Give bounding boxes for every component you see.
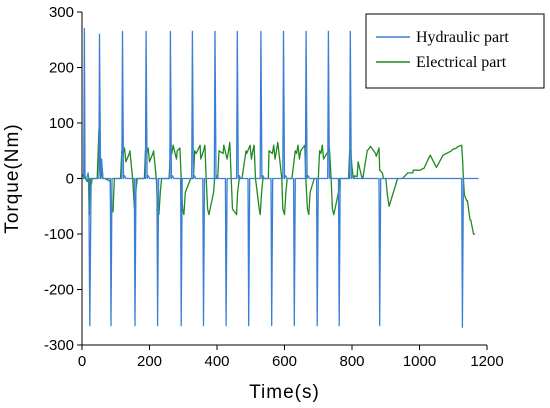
- y-tick-label: 100: [49, 115, 74, 132]
- x-axis-title: Time(s): [249, 382, 320, 403]
- y-tick-label: -300: [44, 337, 74, 354]
- x-tick-label: 600: [272, 353, 297, 370]
- y-tick-label: 0: [66, 171, 74, 188]
- x-tick-label: 0: [78, 353, 86, 370]
- legend-box: [365, 13, 545, 89]
- legend-label: Hydraulic part: [416, 29, 509, 46]
- x-tick-label: 800: [339, 353, 364, 370]
- series-layer: [81, 28, 479, 328]
- x-tick-label: 200: [137, 353, 162, 370]
- y-tick-label: -100: [44, 226, 74, 243]
- x-tick-label: 400: [204, 353, 229, 370]
- tick-labels: 0 200 400 600 800 1000 12003002001000-100-200-…: [44, 4, 504, 370]
- x-tick-label: 1000: [403, 353, 436, 370]
- y-tick-label: -200: [44, 282, 74, 299]
- y-tick-label: 200: [49, 60, 74, 77]
- legend-label: Electrical part: [416, 54, 507, 71]
- y-axis-title: Torque(Nm): [2, 123, 23, 233]
- legend: Hydraulic part Electrical part: [365, 13, 545, 89]
- y-tick-label: 300: [49, 4, 74, 21]
- series-line-hydraulic: [82, 28, 479, 328]
- x-tick-label: 1200: [470, 353, 503, 370]
- series-line-electrical: [81, 129, 476, 235]
